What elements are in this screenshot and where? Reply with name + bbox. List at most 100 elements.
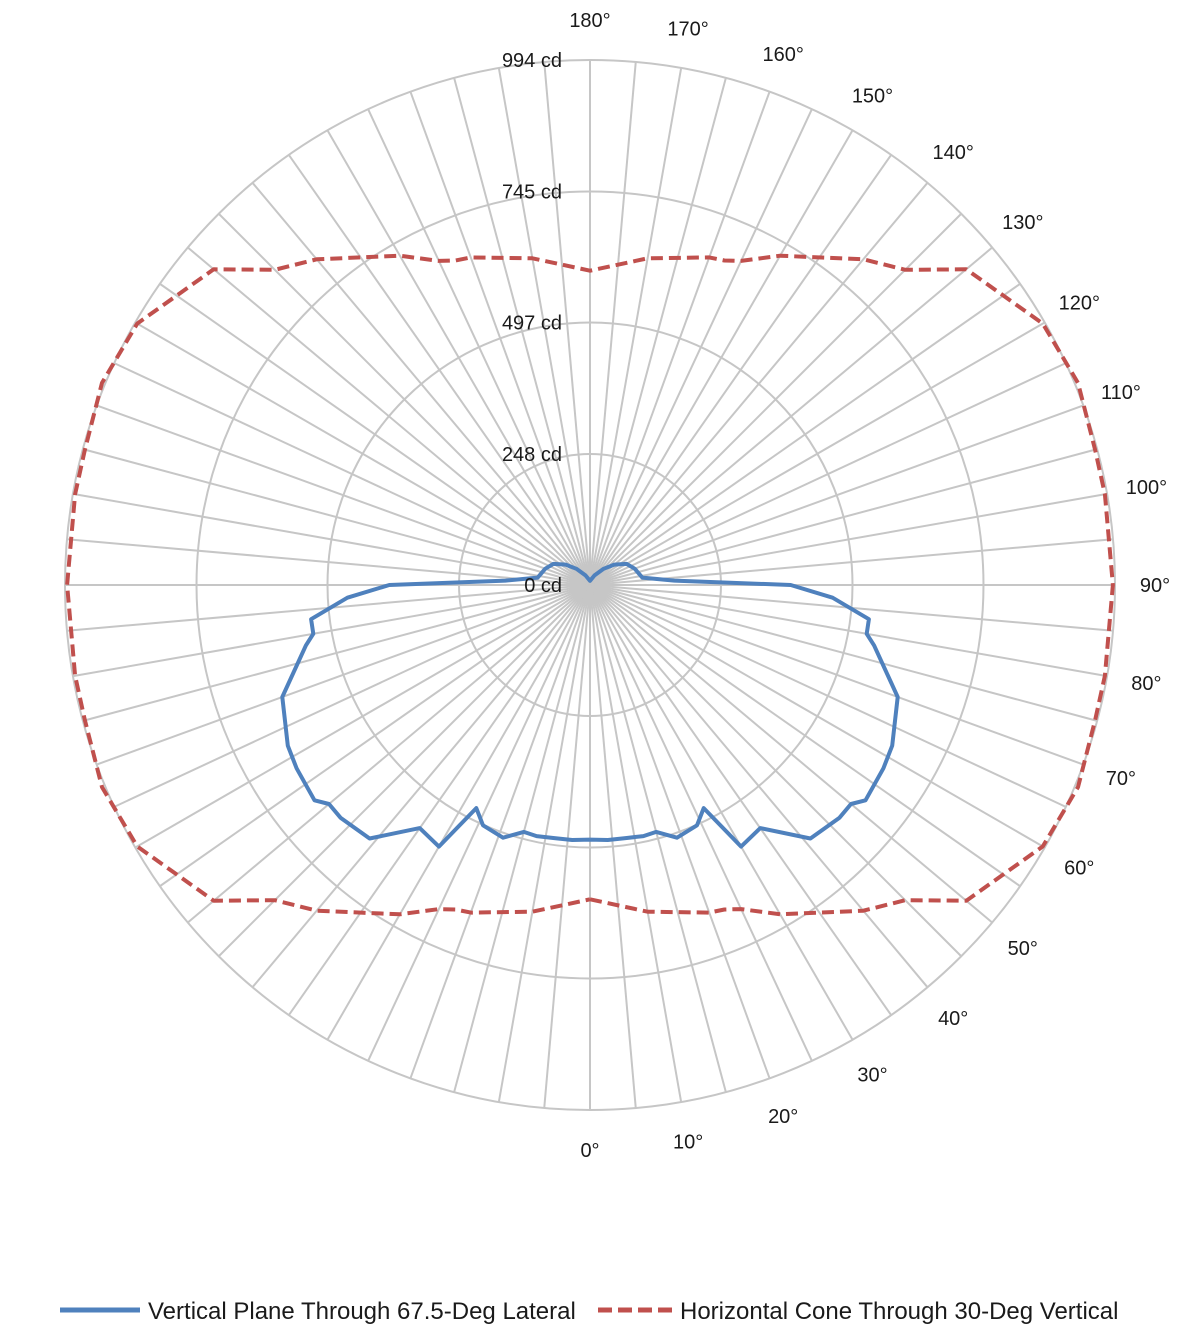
angular-tick-label: 120° [1059, 293, 1100, 315]
angular-gridline [218, 213, 591, 586]
angular-tick-label: 30° [857, 1064, 887, 1086]
angular-gridline [113, 584, 591, 808]
angular-gridline [218, 584, 591, 957]
angular-gridline [326, 584, 591, 1041]
radial-tick-label: 994 cd [502, 50, 562, 72]
angular-gridline [113, 362, 591, 586]
angular-gridline [589, 283, 1021, 586]
angular-tick-label: 70° [1106, 768, 1136, 790]
legend-label: Horizontal Cone Through 30-Deg Vertical [680, 1298, 1118, 1325]
angular-gridline [589, 584, 962, 957]
angular-tick-label: 50° [1008, 938, 1038, 960]
angular-gridline [96, 584, 591, 766]
angular-gridline [589, 584, 1084, 766]
angular-tick-label: 150° [852, 86, 893, 108]
angular-gridline [589, 584, 1067, 808]
angular-gridline [134, 584, 591, 849]
angular-gridline [589, 154, 892, 586]
series-line-vertical-plane [280, 561, 900, 849]
angular-tick-label: 110° [1101, 382, 1141, 404]
radial-tick-label: 248 cd [502, 444, 562, 466]
angular-gridline [589, 584, 1021, 887]
series-layer [65, 253, 1115, 917]
angular-gridline [288, 584, 591, 1016]
angular-gridline [367, 584, 591, 1062]
angular-gridline [589, 584, 1098, 722]
angular-gridline [159, 584, 591, 887]
angular-tick-label: 140° [933, 142, 974, 164]
angular-gridline [589, 448, 1098, 586]
angular-gridline [187, 584, 591, 924]
angular-tick-label: 90° [1140, 575, 1170, 597]
legend: Vertical Plane Through 67.5-Deg Lateral H… [60, 1298, 1118, 1325]
angular-gridline [159, 283, 591, 586]
angular-gridline [589, 61, 637, 586]
angular-gridline [367, 108, 591, 586]
angular-gridline [543, 584, 591, 1109]
legend-label: Vertical Plane Through 67.5-Deg Lateral [148, 1298, 576, 1325]
angular-gridline [66, 538, 591, 586]
angular-gridlines [65, 60, 1115, 1110]
angular-gridline [589, 584, 929, 988]
radial-tick-label: 0 cd [524, 575, 562, 597]
angular-gridline [82, 584, 591, 722]
angular-gridline [497, 67, 591, 586]
angular-tick-label: 20° [768, 1106, 798, 1128]
angular-gridline [589, 492, 1108, 586]
angular-gridline [589, 584, 892, 1016]
angular-gridline [326, 129, 591, 586]
angular-tick-label: 60° [1064, 858, 1094, 880]
angular-gridline [589, 584, 854, 1041]
angular-tick-label: 160° [763, 44, 804, 66]
angular-tick-label: 170° [667, 19, 708, 41]
angular-gridline [589, 67, 683, 586]
angular-gridline [589, 404, 1084, 586]
angular-gridline [589, 584, 727, 1093]
angular-gridline [543, 61, 591, 586]
angular-gridline [589, 584, 683, 1103]
angular-gridline [589, 129, 854, 586]
angular-gridline [497, 584, 591, 1103]
angular-gridline [72, 584, 591, 678]
angular-gridline [187, 246, 591, 586]
radial-tick-labels: 0 cd 248 cd 497 cd 745 cd 994 cd [502, 50, 562, 597]
angular-gridline [409, 91, 591, 586]
angular-gridline [589, 584, 993, 924]
angular-gridline [589, 362, 1067, 586]
angular-tick-label: 10° [673, 1131, 703, 1153]
angular-gridline [251, 182, 591, 586]
radial-tick-label: 745 cd [502, 182, 562, 204]
angular-gridline [589, 584, 637, 1109]
angular-gridline [589, 584, 1046, 849]
angular-gridline [589, 77, 727, 586]
angular-gridline [589, 321, 1046, 586]
angular-tick-label: 100° [1126, 477, 1167, 499]
angular-gridline [589, 538, 1114, 586]
angular-gridline [96, 404, 591, 586]
angular-gridline [589, 246, 993, 586]
angular-gridline [589, 91, 771, 586]
angular-gridline [134, 321, 591, 586]
radial-tick-label: 497 cd [502, 313, 562, 335]
series-line-horizontal-cone [65, 253, 1115, 917]
angular-gridline [453, 584, 591, 1093]
angular-tick-label: 180° [569, 10, 610, 32]
angular-gridline [589, 584, 771, 1079]
angular-tick-label: 0° [580, 1140, 599, 1162]
angular-tick-label: 80° [1131, 673, 1161, 695]
angular-gridline [288, 154, 591, 586]
angular-tick-label: 40° [938, 1008, 968, 1030]
angular-gridline [589, 213, 962, 586]
angular-gridline [453, 77, 591, 586]
angular-tick-labels: 0° 10° 20° 30° 40° 50° 60° 70° 80° 90° 100° 110° 120… [569, 10, 1170, 1162]
angular-gridline [589, 584, 1108, 678]
angular-gridline [589, 108, 813, 586]
angular-gridline [82, 448, 591, 586]
angular-tick-label: 130° [1002, 212, 1043, 234]
angular-gridline [589, 584, 813, 1062]
angular-gridline [589, 182, 929, 586]
angular-gridline [251, 584, 591, 988]
angular-gridline [72, 492, 591, 586]
